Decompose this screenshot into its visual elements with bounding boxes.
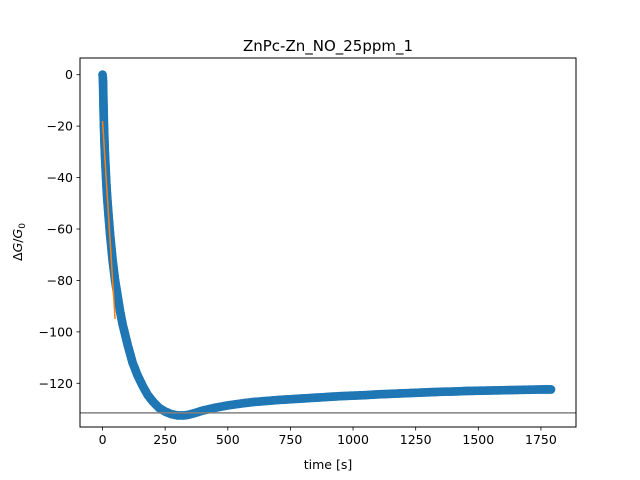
- y-tick-label: −20: [47, 119, 73, 134]
- y-axis-label-g-ref: G: [10, 228, 25, 238]
- x-axis-ticks: 0 250 500 750 1000 1250 1500 1750: [99, 427, 557, 447]
- x-tick-label: 250: [153, 432, 177, 447]
- y-tick-label: −80: [47, 273, 73, 288]
- fit-line: [101, 120, 116, 320]
- y-axis-label-slash: /: [10, 238, 25, 243]
- x-tick-label: 1750: [525, 432, 557, 447]
- x-tick-label: 1000: [337, 432, 369, 447]
- data-layer: [80, 70, 576, 420]
- y-tick-label: 0: [65, 67, 73, 82]
- x-tick-label: 1250: [400, 432, 432, 447]
- x-axis-label: time [s]: [304, 457, 352, 472]
- plot-frame: [79, 57, 577, 428]
- y-axis-label: ΔG/G0: [10, 223, 28, 261]
- y-tick-label: −60: [47, 222, 73, 237]
- y-axis-label-delta: Δ: [10, 252, 25, 261]
- y-axis-label-subscript: 0: [18, 223, 28, 229]
- y-axis-label-g: G: [10, 242, 25, 252]
- x-tick-label: 500: [216, 432, 240, 447]
- y-tick-label: −100: [39, 324, 73, 339]
- chart-title: ZnPc-Zn_NO_25ppm_1: [243, 37, 413, 56]
- plot-area: [80, 58, 576, 427]
- x-tick-label: 1500: [462, 432, 494, 447]
- y-tick-label: −120: [39, 376, 73, 391]
- scatter-point: [546, 385, 556, 394]
- y-axis-ticks: 0 −20 −40 −60 −80 −100 −120: [39, 67, 80, 391]
- x-tick-label: 0: [99, 432, 107, 447]
- x-tick-label: 750: [278, 432, 302, 447]
- y-tick-label: −40: [47, 170, 73, 185]
